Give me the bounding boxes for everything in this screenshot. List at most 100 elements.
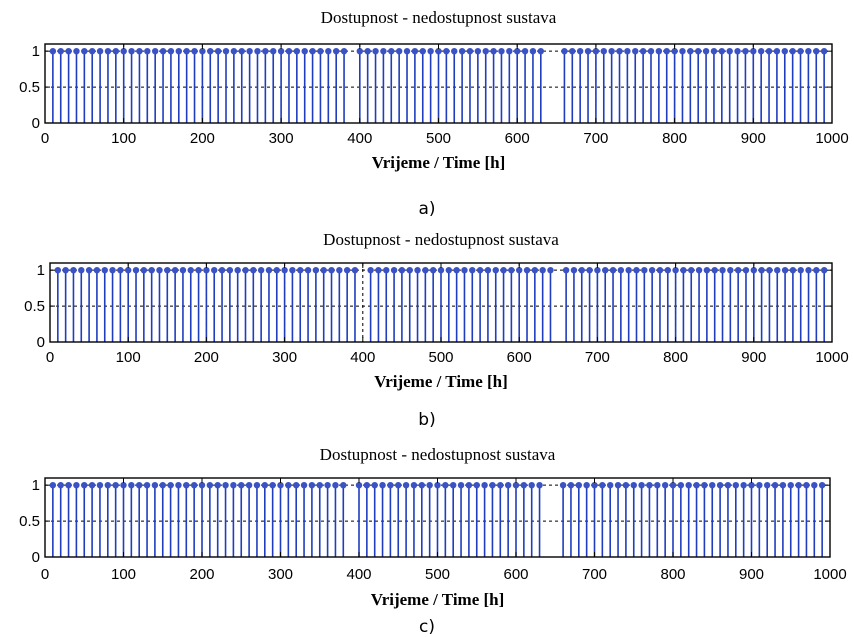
x-tick-label: 400 [346,566,371,583]
x-tick-label: 900 [741,349,766,366]
stem-marker [49,47,57,55]
stem-marker [419,47,426,55]
stem-marker [183,481,190,489]
stem-marker [765,47,773,55]
stem-marker [340,481,347,489]
stem-marker [781,47,788,55]
stem-marker [167,481,174,489]
stem-marker [380,47,387,55]
stem-marker [132,266,140,274]
stem-marker [726,47,733,55]
x-axis-label: Vrijeme / Time [h] [372,153,506,172]
stem-marker [375,266,382,274]
stem-marker [443,47,450,55]
stem-marker [757,47,765,55]
stem-marker [395,47,403,55]
stem-marker [529,47,537,55]
stem-marker [805,47,812,55]
stem-marker [497,481,504,489]
stem-marker [65,47,72,55]
x-tick-label: 400 [347,130,372,147]
stem-marker [663,47,670,55]
stem-marker [508,266,515,274]
stem-marker [520,481,528,489]
stem-marker [702,47,710,55]
stem-marker [608,47,615,55]
stem-marker [473,481,480,489]
stem-marker [521,47,529,55]
stem-marker [325,47,332,55]
y-tick-label: 1 [32,477,40,494]
stem-marker [680,266,687,274]
stem-marker [379,481,386,489]
y-tick-label: 1 [32,43,40,60]
stem-marker [695,266,703,274]
stem-marker [607,481,614,489]
stem-marker [390,266,398,274]
x-tick-label: 600 [503,566,528,583]
stem-marker [641,266,648,274]
stem-marker [450,481,457,489]
stem-marker [104,47,112,55]
stem-marker [813,266,820,274]
stem-marker [656,266,664,274]
x-tick-label: 900 [741,130,766,147]
stem-marker [317,47,324,55]
stem-marker [575,481,582,489]
stem-marker [422,266,429,274]
stem-marker [562,266,570,274]
stem-marker [600,47,607,55]
stem-marker [795,481,802,489]
stem-marker [750,47,757,55]
stem-marker [787,481,794,489]
stem-marker [414,266,421,274]
stem-marker [175,47,182,55]
stem-marker [671,47,678,55]
stem-marker [476,266,484,274]
stem-marker [638,481,645,489]
stem-marker [222,481,229,489]
stem-marker [167,47,175,55]
stem-marker [140,266,148,274]
stem-marker [466,47,474,55]
stem-marker [679,47,686,55]
stem-marker [406,266,413,274]
stem-marker [73,47,80,55]
stem-marker [125,266,132,274]
stem-marker [591,481,598,489]
stem-marker [245,481,253,489]
stem-marker [655,47,663,55]
x-tick-label: 500 [426,130,451,147]
stem-marker [120,47,127,55]
stem-marker [159,481,166,489]
stem-marker [383,266,390,274]
stem-marker [190,481,198,489]
stem-marker [492,266,499,274]
stem-marker [242,266,249,274]
stem-marker [813,47,820,55]
x-tick-label: 100 [111,130,136,147]
stem-marker [230,47,238,55]
stem-marker [62,266,69,274]
stem-marker [183,47,190,55]
stem-marker [724,481,732,489]
x-tick-label: 800 [662,130,687,147]
stem-marker [101,266,108,274]
stem-marker [771,481,779,489]
stem-marker [78,266,85,274]
stem-marker [458,47,466,55]
stem-marker [262,47,269,55]
stem-marker [356,47,363,55]
stem-marker [648,266,656,274]
stem-marker [410,481,418,489]
stem-marker [756,481,763,489]
stem-marker [498,47,505,55]
stem-marker [398,266,406,274]
stem-marker [238,481,245,489]
stem-marker [469,266,476,274]
stem-marker [128,481,135,489]
stem-marker [489,481,496,489]
stem-marker [437,266,445,274]
stem-marker [96,47,104,55]
stem-marker [300,481,308,489]
